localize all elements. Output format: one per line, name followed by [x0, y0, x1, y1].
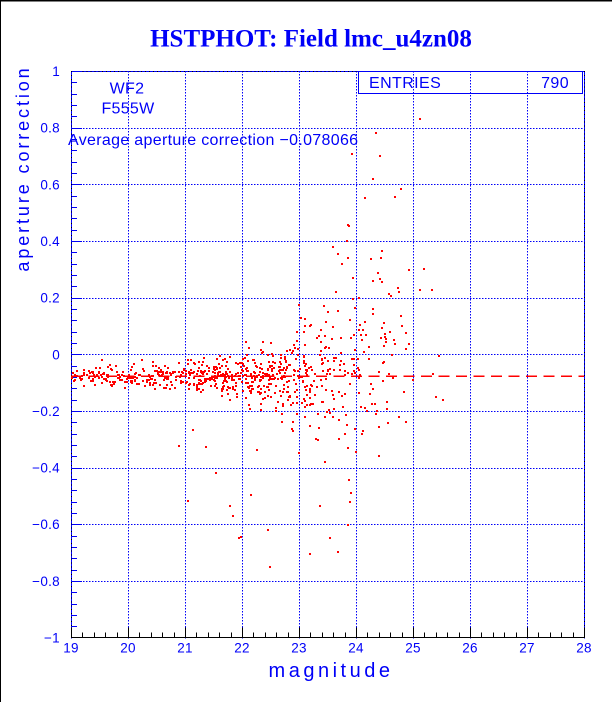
svg-text:1: 1	[52, 64, 60, 79]
svg-text:−0.2: −0.2	[32, 404, 60, 419]
svg-text:magnitude: magnitude	[269, 660, 394, 682]
svg-text:20: 20	[120, 641, 136, 656]
svg-text:790: 790	[541, 75, 569, 92]
svg-text:27: 27	[519, 641, 535, 656]
svg-text:aperture correction: aperture correction	[13, 65, 33, 271]
svg-text:0.4: 0.4	[40, 234, 60, 249]
svg-text:0: 0	[52, 347, 60, 362]
svg-text:23: 23	[291, 641, 307, 656]
svg-text:Average aperture correction −0: Average aperture correction −0.078066	[68, 132, 358, 149]
svg-text:19: 19	[63, 641, 79, 656]
svg-text:28: 28	[576, 641, 592, 656]
svg-text:26: 26	[462, 641, 478, 656]
svg-text:−0.4: −0.4	[32, 461, 60, 476]
svg-text:24: 24	[348, 641, 364, 656]
svg-text:−1: −1	[44, 631, 60, 646]
svg-text:−0.6: −0.6	[32, 517, 60, 532]
svg-text:WF2: WF2	[110, 81, 145, 98]
svg-text:22: 22	[234, 641, 250, 656]
svg-text:0.2: 0.2	[40, 291, 60, 306]
svg-text:HSTPHOT: Field lmc_u4zn08: HSTPHOT: Field lmc_u4zn08	[150, 26, 472, 53]
svg-text:ENTRIES: ENTRIES	[369, 75, 441, 92]
svg-text:0.8: 0.8	[40, 121, 60, 136]
svg-text:21: 21	[177, 641, 193, 656]
svg-text:F555W: F555W	[101, 101, 155, 118]
svg-text:25: 25	[405, 641, 421, 656]
svg-text:−0.8: −0.8	[32, 574, 60, 589]
svg-text:0.6: 0.6	[40, 177, 60, 192]
